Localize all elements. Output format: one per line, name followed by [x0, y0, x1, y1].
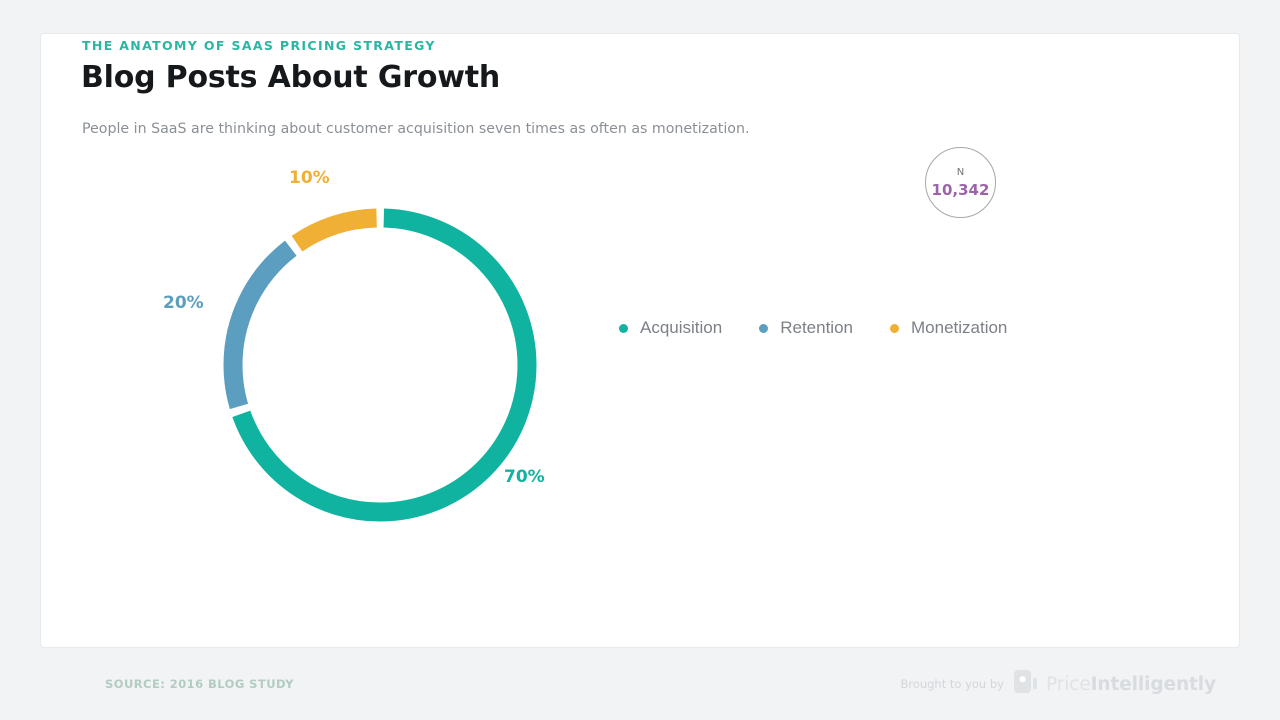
- slice-label-acquisition: 70%: [504, 467, 545, 487]
- sample-size-label: N: [956, 166, 965, 178]
- eyebrow-label: THE ANATOMY OF SAAS PRICING STRATEGY: [82, 38, 436, 53]
- legend-label: Acquisition: [640, 318, 723, 337]
- brand-prefix-text: Brought to you by: [900, 677, 1004, 691]
- brand-name-first: Price: [1045, 673, 1091, 695]
- legend-label: Monetization: [911, 318, 1008, 337]
- legend-dot-icon: [890, 323, 899, 333]
- page-title: Blog Posts About Growth: [81, 60, 501, 95]
- sample-size-badge: N 10,342: [925, 147, 996, 218]
- brand-name-text: PriceIntelligently: [1046, 674, 1216, 695]
- chart-legend: Acquisition Retention Monetization: [619, 318, 1007, 338]
- legend-dot-icon: [759, 323, 769, 333]
- subtitle-text: People in SaaS are thinking about custom…: [82, 121, 750, 137]
- donut-chart-svg: [223, 208, 537, 522]
- slice-label-monetization: 10%: [289, 168, 330, 188]
- slice-label-retention: 20%: [163, 293, 204, 313]
- donut-slice-acquisition[interactable]: [223, 208, 537, 522]
- price-intelligently-logo-icon: [1013, 670, 1037, 698]
- brand-name-second: Intelligently: [1090, 673, 1216, 695]
- legend-item-acquisition[interactable]: Acquisition: [619, 318, 722, 338]
- donut-chart: [210, 195, 550, 535]
- legend-item-retention[interactable]: Retention: [759, 318, 853, 338]
- source-caption: SOURCE: 2016 BLOG STUDY: [105, 677, 294, 691]
- legend-item-monetization[interactable]: Monetization: [890, 318, 1007, 338]
- legend-dot-icon: [619, 323, 628, 333]
- sample-size-value: 10,342: [931, 180, 990, 199]
- legend-label: Retention: [780, 318, 853, 337]
- donut-slice-retention[interactable]: [223, 208, 537, 522]
- brand-attribution: Brought to you by PriceIntelligently: [900, 670, 1216, 698]
